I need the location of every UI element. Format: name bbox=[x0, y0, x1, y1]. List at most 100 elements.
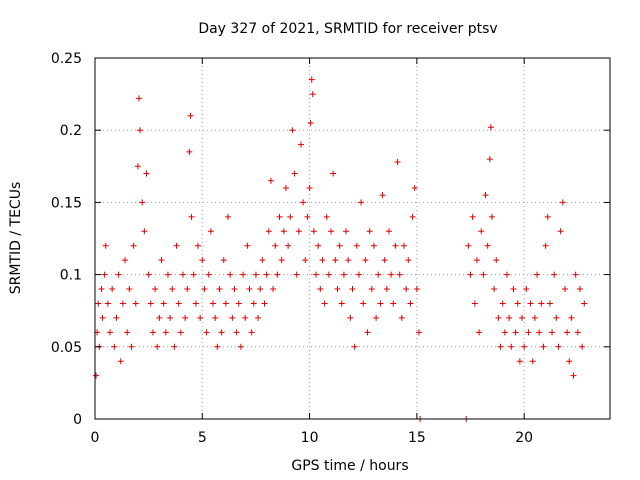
data-point bbox=[581, 300, 588, 307]
x-axis-label: GPS time / hours bbox=[291, 458, 408, 474]
data-point bbox=[323, 213, 330, 220]
data-point bbox=[553, 314, 560, 321]
data-point bbox=[203, 329, 210, 336]
data-point bbox=[246, 286, 253, 293]
data-point bbox=[409, 213, 416, 220]
data-point bbox=[540, 343, 547, 350]
data-point bbox=[538, 300, 545, 307]
data-point bbox=[566, 358, 573, 365]
data-point bbox=[298, 141, 304, 148]
data-point bbox=[512, 329, 519, 336]
data-point bbox=[278, 257, 285, 264]
data-point bbox=[295, 228, 302, 235]
data-point bbox=[358, 199, 365, 206]
data-point bbox=[411, 184, 418, 191]
data-point bbox=[137, 127, 144, 134]
data-point bbox=[280, 228, 287, 235]
data-point bbox=[164, 271, 171, 278]
y-tick-label: 0.1 bbox=[60, 268, 82, 284]
grid-lines bbox=[95, 58, 610, 419]
data-point bbox=[252, 271, 259, 278]
data-point bbox=[315, 242, 322, 249]
data-point bbox=[381, 257, 388, 264]
data-point bbox=[177, 329, 184, 336]
data-point bbox=[407, 300, 414, 307]
data-point bbox=[184, 286, 191, 293]
data-point bbox=[111, 343, 118, 350]
data-point bbox=[546, 300, 553, 307]
data-point bbox=[282, 184, 289, 191]
data-point bbox=[495, 314, 502, 321]
data-point bbox=[364, 329, 371, 336]
data-point bbox=[493, 257, 500, 264]
data-point bbox=[416, 329, 423, 336]
data-point bbox=[102, 242, 109, 249]
data-points bbox=[93, 76, 588, 422]
data-point bbox=[328, 228, 335, 235]
data-point bbox=[130, 242, 137, 249]
data-point bbox=[276, 213, 283, 220]
data-point bbox=[345, 257, 352, 264]
data-point bbox=[304, 213, 311, 220]
data-point bbox=[319, 257, 326, 264]
data-point bbox=[244, 242, 251, 249]
data-point bbox=[265, 228, 272, 235]
data-point bbox=[465, 242, 472, 249]
data-point bbox=[413, 286, 420, 293]
data-point bbox=[250, 300, 257, 307]
data-point bbox=[375, 271, 382, 278]
y-tick-label: 0.15 bbox=[51, 195, 82, 211]
data-point bbox=[557, 228, 564, 235]
data-point bbox=[396, 271, 403, 278]
data-point bbox=[145, 271, 152, 278]
data-point bbox=[272, 242, 279, 249]
data-point bbox=[212, 314, 219, 321]
data-point bbox=[325, 271, 332, 278]
data-point bbox=[147, 300, 154, 307]
x-tick-label: 10 bbox=[301, 430, 319, 446]
data-point bbox=[195, 242, 201, 249]
data-point bbox=[388, 271, 395, 278]
data-point bbox=[119, 300, 126, 307]
data-point bbox=[154, 343, 161, 350]
data-point bbox=[336, 242, 343, 249]
data-point bbox=[104, 300, 111, 307]
data-point bbox=[542, 242, 549, 249]
data-point bbox=[514, 300, 521, 307]
data-point bbox=[469, 213, 476, 220]
data-point bbox=[332, 257, 339, 264]
data-point bbox=[270, 286, 277, 293]
data-point bbox=[362, 257, 369, 264]
data-point bbox=[152, 286, 159, 293]
data-point bbox=[536, 329, 543, 336]
data-point bbox=[287, 213, 294, 220]
data-point bbox=[564, 329, 571, 336]
data-point bbox=[197, 314, 204, 321]
data-point bbox=[263, 271, 270, 278]
data-point bbox=[139, 199, 146, 206]
data-point bbox=[306, 184, 313, 191]
data-point bbox=[99, 314, 106, 321]
data-point bbox=[390, 300, 397, 307]
data-point bbox=[499, 300, 506, 307]
data-point bbox=[113, 314, 120, 321]
data-point bbox=[126, 286, 133, 293]
data-point bbox=[122, 257, 129, 264]
data-point bbox=[187, 112, 194, 119]
data-point bbox=[210, 300, 217, 307]
x-axis-ticks: 0 5 10 15 20 bbox=[91, 58, 533, 446]
data-point bbox=[135, 95, 142, 102]
data-point bbox=[510, 286, 517, 293]
data-point bbox=[175, 300, 182, 307]
data-point bbox=[484, 242, 491, 249]
data-point bbox=[141, 228, 148, 235]
data-point bbox=[216, 286, 223, 293]
data-point bbox=[302, 257, 309, 264]
data-point bbox=[551, 271, 558, 278]
data-point bbox=[201, 286, 208, 293]
data-point bbox=[182, 314, 189, 321]
data-point bbox=[156, 314, 163, 321]
x-tick-label: 5 bbox=[198, 430, 207, 446]
data-point bbox=[98, 286, 105, 293]
